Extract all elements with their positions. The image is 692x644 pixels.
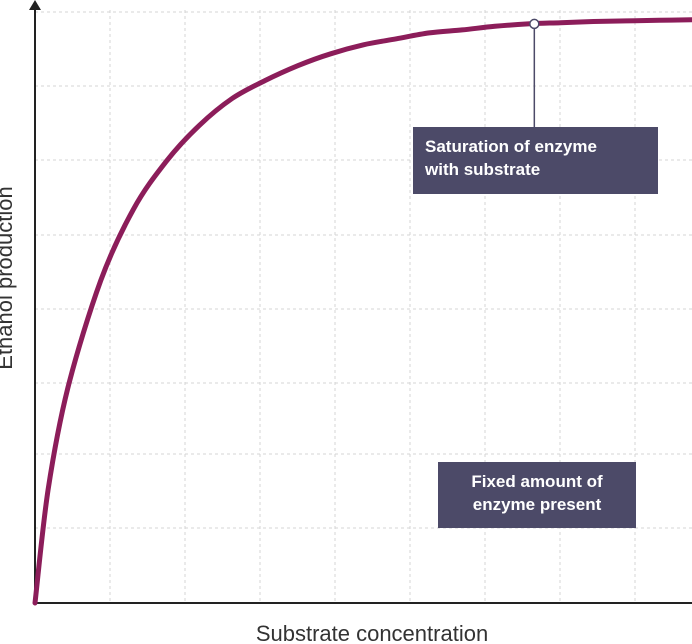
x-axis-label: Substrate concentration: [256, 621, 488, 644]
saturation-point: [529, 18, 540, 30]
grid: [34, 10, 692, 603]
saturation-callout: Saturation of enzyme with substrate: [413, 127, 658, 194]
saturation-callout-line-2: with substrate: [425, 160, 541, 179]
data-line: [32, 17, 692, 606]
saturation-callout-line-1: Saturation of enzyme: [425, 137, 597, 156]
fixed-enzyme-callout: Fixed amount of enzyme present: [438, 462, 636, 528]
y-axis-arrow: [29, 0, 41, 10]
fixed-callout-line-1: Fixed amount of: [471, 472, 603, 491]
fixed-callout-line-2: enzyme present: [472, 495, 602, 514]
y-axis-label: Ethanol production: [0, 186, 17, 369]
